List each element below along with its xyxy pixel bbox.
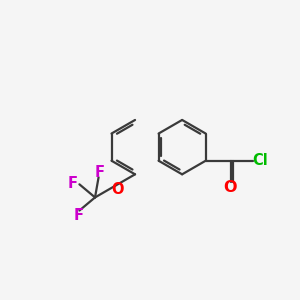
- Text: Cl: Cl: [252, 153, 268, 168]
- Text: F: F: [68, 176, 78, 191]
- Text: O: O: [223, 180, 236, 195]
- Text: O: O: [111, 182, 124, 197]
- Text: F: F: [94, 165, 104, 180]
- Text: F: F: [74, 208, 84, 223]
